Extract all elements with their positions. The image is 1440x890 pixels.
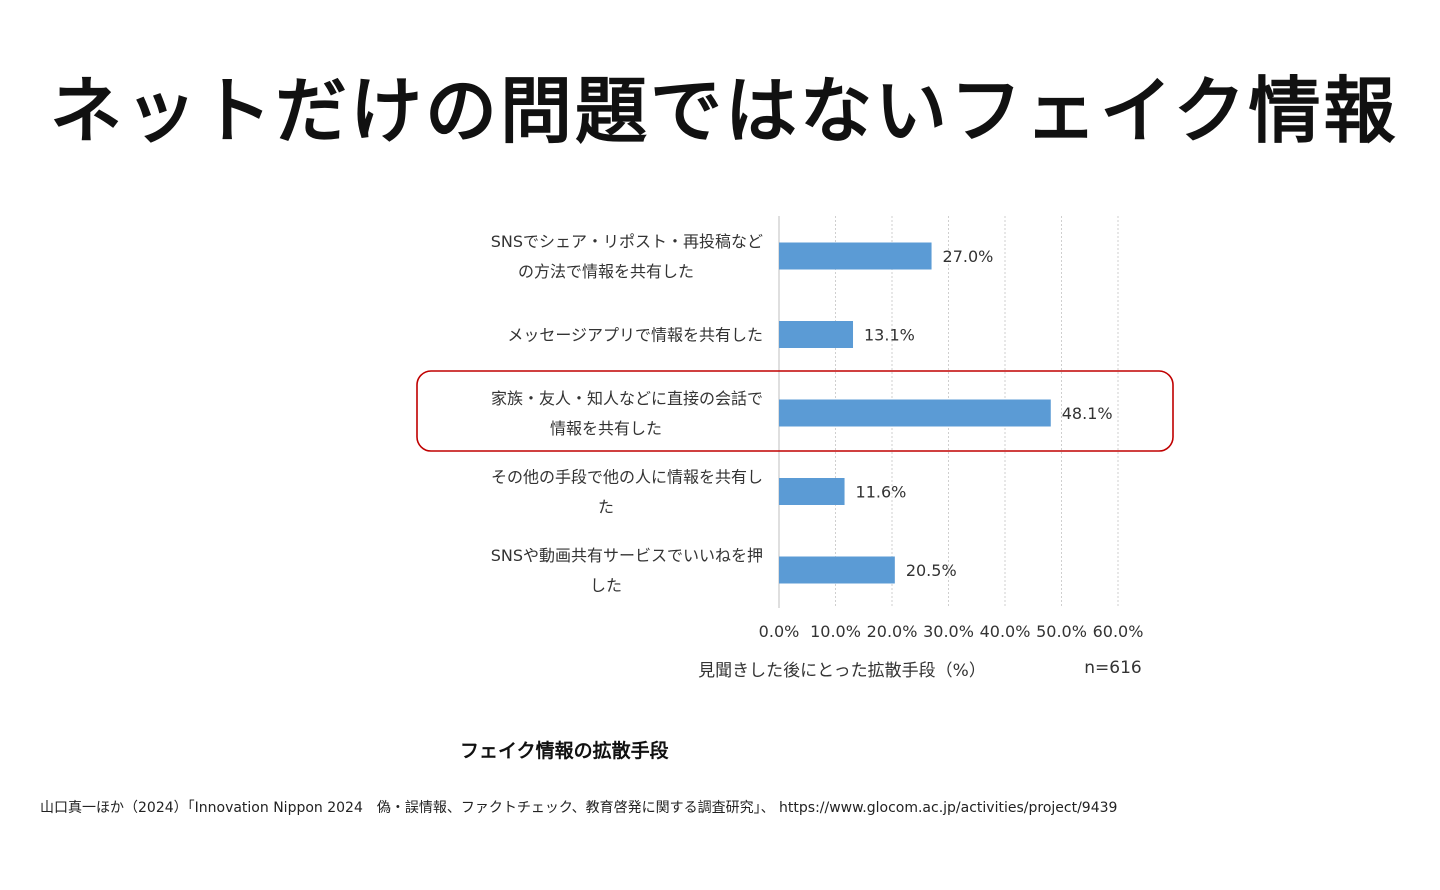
category-label-0-0: SNSでシェア・リポスト・再投稿など: [491, 232, 763, 251]
source-citation: 山口真一ほか（2024）「Innovation Nippon 2024 偽・誤情…: [40, 800, 1118, 816]
category-label-3-0: その他の手段で他の人に情報を共有し: [491, 468, 763, 487]
chart-labels: 0.0% 10.0% 20.0% 30.0% 40.0% 50.0% 60.0% 27.0% S…: [416, 232, 1174, 681]
category-label-1-0: メッセージアプリで情報を共有した: [507, 326, 763, 345]
x-tick-label-3: 30.0%: [923, 622, 974, 641]
slide-title: ネットだけの問題ではないフェイク情報: [50, 69, 1399, 153]
chart-caption: フェイク情報の拡散手段: [460, 740, 669, 762]
bar-4: [779, 556, 895, 584]
sample-size-annotation: n=616: [1084, 658, 1141, 678]
category-label-4-1: した: [590, 576, 622, 595]
bar-0: [779, 242, 932, 270]
category-label-3-1: た: [598, 498, 614, 517]
bar-2: [779, 399, 1051, 427]
x-tick-label-6: 60.0%: [1093, 622, 1144, 641]
bar-3: [779, 478, 845, 505]
data-label-0: 27.0%: [943, 247, 994, 266]
x-tick-label-5: 50.0%: [1036, 622, 1087, 641]
highlight-box: [416, 370, 1174, 452]
x-tick-label-4: 40.0%: [980, 622, 1031, 641]
category-label-4-0: SNSや動画共有サービスでいいねを押: [491, 546, 763, 565]
x-tick-label-0: 0.0%: [759, 622, 800, 641]
data-label-3: 11.6%: [856, 483, 907, 502]
x-tick-label-2: 20.0%: [867, 622, 918, 641]
data-label-1: 13.1%: [864, 326, 915, 345]
x-tick-label-1: 10.0%: [810, 622, 861, 641]
bar-1: [779, 321, 854, 348]
data-label-2: 48.1%: [1062, 404, 1113, 423]
data-label-4: 20.5%: [906, 561, 957, 580]
chart-bars: [779, 242, 1051, 584]
category-label-0-1: の方法で情報を共有した: [518, 262, 694, 281]
x-axis-title: 見聞きした後にとった拡散手段（%）: [698, 661, 986, 681]
category-label-2-0: 家族・友人・知人などに直接の会話で: [491, 389, 763, 408]
category-label-2-1: 情報を共有した: [550, 419, 662, 438]
